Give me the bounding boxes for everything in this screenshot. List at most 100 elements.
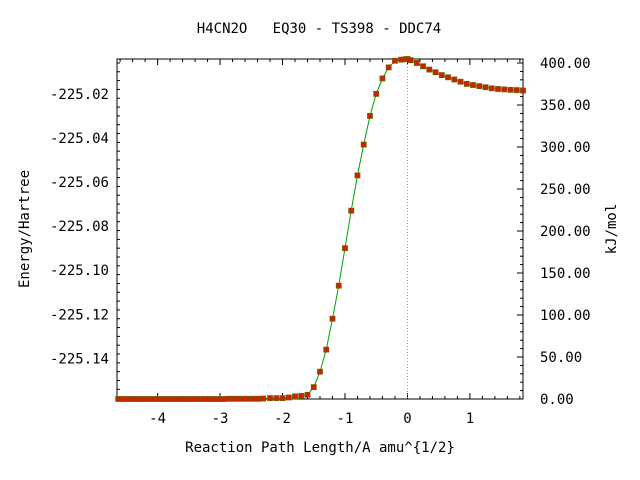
data-point xyxy=(240,395,247,402)
data-point xyxy=(267,395,273,402)
data-point xyxy=(335,282,342,289)
data-point xyxy=(225,395,232,402)
data-point xyxy=(385,64,392,71)
y-tick-label: -225.08 xyxy=(50,219,109,235)
data-point xyxy=(482,84,489,91)
data-point xyxy=(463,81,470,87)
plot-frame xyxy=(116,58,524,400)
data-point xyxy=(373,90,380,97)
data-point xyxy=(160,396,167,402)
data-point xyxy=(367,112,373,119)
data-point xyxy=(438,72,445,78)
x-axis-label: Reaction Path Length/A amu^{1/2} xyxy=(185,440,455,456)
data-point xyxy=(235,395,242,402)
y-tick-label: -225.06 xyxy=(50,175,109,191)
data-point xyxy=(150,396,157,402)
data-point xyxy=(145,396,152,402)
data-point xyxy=(476,83,483,90)
data-point xyxy=(310,384,317,390)
data-point xyxy=(451,76,458,83)
data-point xyxy=(432,69,439,76)
data-point xyxy=(379,75,386,82)
data-point xyxy=(323,346,330,353)
y2-axis-label: kJ/mol xyxy=(604,204,620,255)
data-point xyxy=(329,315,336,322)
data-point xyxy=(210,396,217,402)
data-point xyxy=(342,245,348,252)
y-tick-label: -225.12 xyxy=(50,307,109,323)
data-point xyxy=(230,395,237,402)
data-point xyxy=(420,63,426,70)
y2-tick-label: 100.00 xyxy=(540,308,591,324)
x-tick-label: 1 xyxy=(466,411,474,427)
chart-title: H4CN2O EQ30 - TS398 - DDC74 xyxy=(197,21,441,37)
data-point xyxy=(180,396,187,402)
data-point xyxy=(513,87,520,93)
axis-ticks xyxy=(117,59,523,400)
data-point xyxy=(495,86,501,92)
x-tick-labels: -4 -3 -2 -1 0 1 xyxy=(149,411,474,427)
data-point xyxy=(360,141,367,148)
data-point xyxy=(125,396,132,402)
data-point xyxy=(488,85,495,92)
data-point xyxy=(155,396,162,402)
y-tick-labels: -225.02 -225.04 -225.06 -225.08 -225.10 -225.… xyxy=(50,87,109,368)
data-point xyxy=(501,86,508,93)
y2-tick-label: 0.00 xyxy=(540,392,574,408)
data-point xyxy=(215,396,222,402)
y2-tick-label: 50.00 xyxy=(540,350,582,366)
data-point xyxy=(285,394,292,401)
data-point xyxy=(426,66,433,73)
data-point xyxy=(250,395,257,402)
data-point xyxy=(140,396,147,402)
y-axis-label: Energy/Hartree xyxy=(17,170,33,288)
x-tick-label: -1 xyxy=(337,411,354,427)
data-point xyxy=(407,57,414,64)
data-point xyxy=(220,396,227,402)
series-group xyxy=(115,56,526,402)
data-point xyxy=(195,396,202,402)
series-line xyxy=(118,58,524,400)
data-point xyxy=(115,396,122,402)
data-point xyxy=(245,395,252,402)
data-point xyxy=(392,57,398,64)
data-point xyxy=(507,86,514,93)
y2-tick-label: 300.00 xyxy=(540,140,591,156)
data-point xyxy=(520,87,526,94)
y2-tick-label: 150.00 xyxy=(540,266,591,282)
data-point xyxy=(279,395,286,402)
y-tick-label: -225.02 xyxy=(50,87,109,103)
data-point xyxy=(354,172,361,179)
data-point xyxy=(120,396,127,402)
data-point xyxy=(445,74,451,81)
data-point xyxy=(470,82,476,88)
data-point xyxy=(348,207,355,214)
y2-tick-label: 350.00 xyxy=(540,98,591,114)
x-tick-label: -3 xyxy=(212,411,229,427)
data-point xyxy=(304,391,311,398)
y2-tick-label: 250.00 xyxy=(540,182,591,198)
data-point xyxy=(185,396,192,402)
x-tick-label: 0 xyxy=(403,411,411,427)
y2-tick-labels: 400.00 350.00 300.00 250.00 200.00 150.00 100.… xyxy=(540,56,591,408)
x-tick-label: -4 xyxy=(149,411,166,427)
data-point xyxy=(205,396,212,402)
data-point xyxy=(165,396,172,402)
data-point xyxy=(130,396,137,402)
data-point xyxy=(135,396,142,402)
y-tick-label: -225.04 xyxy=(50,131,109,147)
y-tick-label: -225.14 xyxy=(50,351,109,367)
data-point xyxy=(170,396,177,402)
data-point xyxy=(298,393,305,399)
y2-tick-label: 400.00 xyxy=(540,56,591,72)
data-point xyxy=(413,60,420,66)
data-point xyxy=(292,393,298,400)
data-point xyxy=(200,396,207,402)
data-point xyxy=(457,78,464,85)
x-tick-label: -2 xyxy=(274,411,291,427)
data-point xyxy=(255,395,262,402)
data-point xyxy=(190,396,197,402)
data-point xyxy=(317,368,323,375)
data-point xyxy=(273,395,280,402)
